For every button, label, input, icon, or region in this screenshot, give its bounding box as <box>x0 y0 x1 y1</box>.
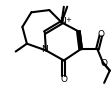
Text: O: O <box>100 59 107 68</box>
Text: O: O <box>98 30 105 39</box>
Text: +: + <box>65 17 71 23</box>
Text: O: O <box>60 75 67 84</box>
Text: N: N <box>59 17 66 26</box>
Text: N: N <box>41 45 48 54</box>
